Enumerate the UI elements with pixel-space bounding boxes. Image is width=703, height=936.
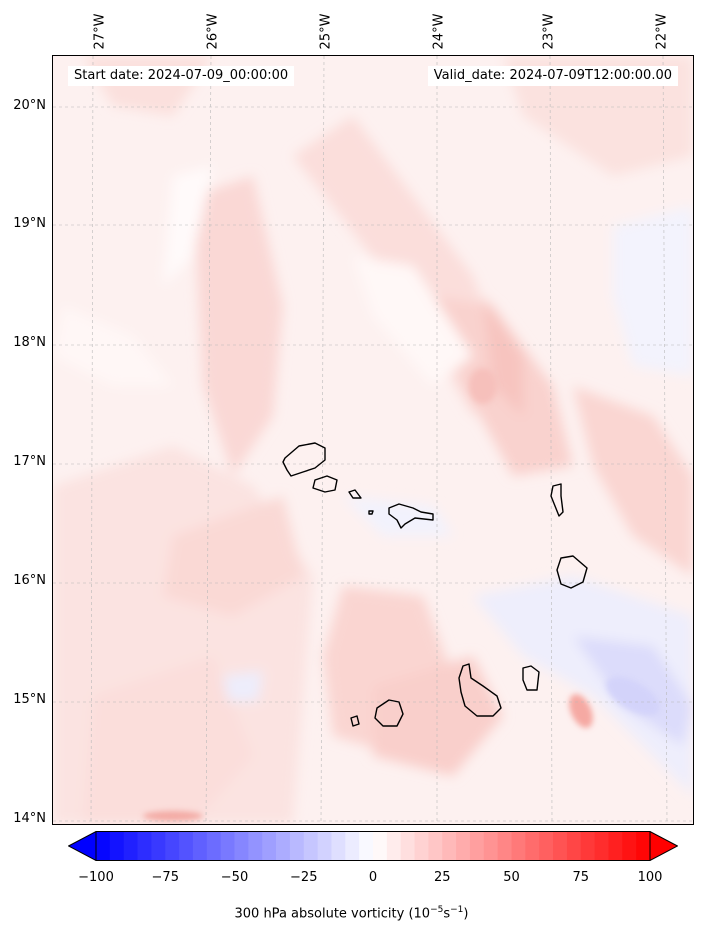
colorbar-cell xyxy=(622,831,637,861)
colorbar-cell xyxy=(400,831,416,861)
island-boa-vista xyxy=(556,555,588,589)
colorbar-cell xyxy=(359,831,374,861)
map-plot-area: Start date: 2024-07-09_00:00:00 Valid_da… xyxy=(52,55,694,825)
colorbar-cell xyxy=(220,831,235,861)
colorbar-cell xyxy=(248,831,263,861)
colorbar-cell xyxy=(206,831,222,861)
island-sao-nicolau xyxy=(388,503,434,529)
colorbar-max-extend xyxy=(649,831,678,861)
island-maio xyxy=(522,665,540,691)
colorbar-cell xyxy=(580,831,596,861)
valid-date-label: Valid_date: 2024-07-09T12:00:00.00 xyxy=(427,66,678,86)
colorbar-cell xyxy=(96,831,111,861)
colorbar-cell xyxy=(165,831,180,861)
colorbar-cell xyxy=(151,831,166,861)
start-date-label: Start date: 2024-07-09_00:00:00 xyxy=(68,66,295,86)
latitude-label: 16°N xyxy=(13,573,46,588)
colorbar-label: 300 hPa absolute vorticity (10−5s−1) xyxy=(234,905,469,922)
colorbar-cell xyxy=(428,831,443,861)
colorbar-cell xyxy=(289,831,305,861)
colorbar-cell xyxy=(109,831,125,861)
colorbar-cell xyxy=(553,831,568,861)
colorbar-cell xyxy=(456,831,471,861)
colorbar-tick-label: 50 xyxy=(503,870,520,885)
island-sao-vicente xyxy=(312,475,338,493)
colorbar-cell xyxy=(636,831,651,861)
colorbar-cell xyxy=(539,831,554,861)
latitude-label: 15°N xyxy=(13,692,46,707)
colorbar-cell xyxy=(373,831,388,861)
colorbar-min-extend xyxy=(68,831,97,861)
colorbar-cell xyxy=(123,831,139,861)
colorbar-cell xyxy=(276,831,291,861)
latitude-label: 14°N xyxy=(13,811,46,826)
island-sal xyxy=(550,483,564,517)
vorticity-small-features xyxy=(143,368,660,821)
island-fogo xyxy=(374,699,404,727)
latitude-label: 18°N xyxy=(13,335,46,350)
island-branco xyxy=(368,510,374,515)
colorbar-cell xyxy=(566,831,582,861)
latitude-label: 17°N xyxy=(13,454,46,469)
vorticity-field xyxy=(53,56,693,824)
island-santo-antao xyxy=(282,442,326,477)
colorbar-cell xyxy=(331,831,346,861)
colorbar-cell xyxy=(179,831,194,861)
island-brava xyxy=(350,715,360,727)
colorbar-tick-label: −75 xyxy=(151,870,179,885)
colorbar-cell xyxy=(483,831,499,861)
colorbar-cell xyxy=(386,831,402,861)
colorbar-tick-label: 100 xyxy=(637,870,663,885)
longitude-label: 26°W xyxy=(205,13,221,50)
colorbar-cell xyxy=(414,831,429,861)
colorbar-tick-label: 75 xyxy=(572,870,590,885)
colorbar-tick-label: −25 xyxy=(290,870,318,885)
colorbar-tick-label: 25 xyxy=(433,870,451,885)
colorbar-cell xyxy=(262,831,277,861)
colorbar-cell xyxy=(192,831,208,861)
colorbar-outline xyxy=(95,831,651,861)
colorbar-cell xyxy=(594,831,609,861)
colorbar-cell xyxy=(497,831,512,861)
longitude-label: 27°W xyxy=(92,13,108,50)
colorbar-cell xyxy=(234,831,249,861)
colorbar-cell xyxy=(317,831,332,861)
colorbar-cell xyxy=(137,831,152,861)
colorbar-tick-label: 0 xyxy=(368,870,378,885)
graticule-lines xyxy=(53,56,693,824)
island-santa-luzia xyxy=(348,489,362,499)
colorbar-cell xyxy=(511,831,526,861)
colorbar-cell xyxy=(303,831,319,861)
colorbar xyxy=(68,831,678,861)
coastlines xyxy=(282,442,588,727)
latitude-label: 19°N xyxy=(13,216,46,231)
colorbar-cell xyxy=(525,831,540,861)
colorbar-tick-label: −100 xyxy=(78,870,114,885)
colorbar-cell xyxy=(345,831,360,861)
colorbar-cell xyxy=(608,831,623,861)
longitude-label: 25°W xyxy=(318,13,334,50)
colorbar-cell xyxy=(442,831,457,861)
island-santiago xyxy=(458,663,502,717)
latitude-label: 20°N xyxy=(13,98,46,113)
longitude-label: 24°W xyxy=(431,13,447,50)
colorbar-cell xyxy=(469,831,485,861)
colorbar-tick-label: −50 xyxy=(220,870,249,885)
longitude-label: 23°W xyxy=(541,13,557,50)
longitude-label: 22°W xyxy=(654,13,670,50)
